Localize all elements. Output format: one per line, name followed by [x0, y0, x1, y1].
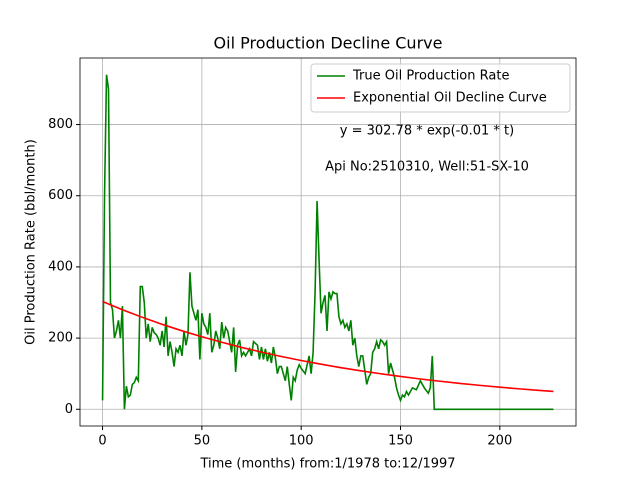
y-axis-label: Oil Production Rate (bbl/month): [24, 139, 39, 345]
data-line: [101, 74, 554, 411]
legend-label: True Oil Production Rate: [352, 69, 509, 84]
legend-label: Exponential Oil Decline Curve: [353, 91, 547, 106]
y-tick-label: 400: [48, 259, 73, 274]
annotation: y = 302.78 * exp(-0.01 * t): [340, 124, 514, 139]
axes-frame: [79, 57, 577, 427]
data-line: [102, 300, 554, 393]
y-tick-label: 600: [48, 188, 73, 203]
x-tick-label: 0: [98, 434, 106, 449]
y-tick-label: 800: [48, 117, 73, 132]
x-tick-label: 200: [487, 434, 512, 449]
legend-box: [310, 63, 571, 113]
y-tick-label: 200: [48, 331, 73, 346]
chart-title: Oil Production Decline Curve: [214, 34, 443, 53]
x-tick-label: 150: [388, 434, 413, 449]
x-tick-label: 50: [194, 434, 211, 449]
annotation: Api No:2510310, Well:51-SX-10: [325, 160, 529, 175]
x-axis-label: Time (months) from:1/1978 to:12/1997: [199, 457, 455, 472]
x-tick-label: 100: [289, 434, 314, 449]
y-tick-label: 0: [65, 402, 73, 417]
